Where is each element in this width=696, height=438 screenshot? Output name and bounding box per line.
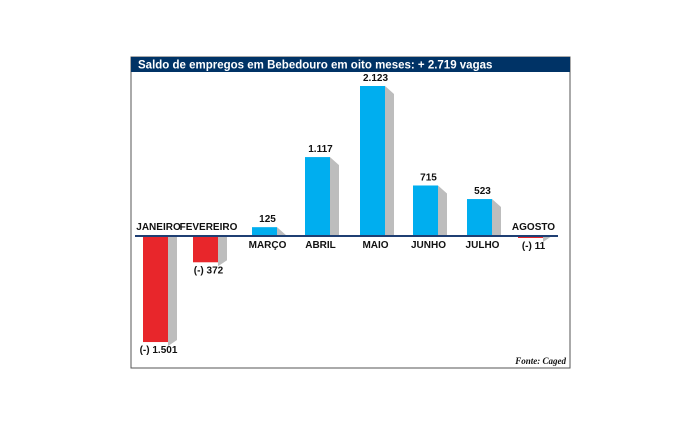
bar-shadow-janeiro <box>168 236 177 347</box>
bar-shadow-junho <box>438 185 447 236</box>
value-label-agosto: (-) 11 <box>522 241 546 252</box>
bar-shadow-julho <box>492 199 501 236</box>
value-label-janeiro: (-) 1.501 <box>140 345 178 356</box>
category-label-julho: JULHO <box>466 240 500 251</box>
value-label-março: 125 <box>259 214 276 225</box>
bars <box>143 86 552 347</box>
bar-julho <box>467 199 492 236</box>
bar-shadow-março <box>277 227 286 236</box>
chart-frame <box>130 56 571 369</box>
value-label-junho: 715 <box>420 172 437 183</box>
bar-shadow-abril <box>330 157 339 236</box>
bar-maio <box>360 86 385 236</box>
source-note: Fonte: Caged <box>514 356 566 366</box>
value-label-abril: 1.117 <box>308 144 333 155</box>
labels: (-) 1.501 JANEIRO (-) 372 FEVEREIRO 125 MARÇO… <box>136 73 555 356</box>
category-label-janeiro: JANEIRO <box>136 222 181 233</box>
bar-junho <box>413 185 438 236</box>
value-label-maio: 2.123 <box>363 73 388 84</box>
title-bar <box>131 57 570 72</box>
bar-janeiro <box>143 236 168 343</box>
value-label-fevereiro: (-) 372 <box>194 265 224 276</box>
bar-fevereiro <box>193 236 218 263</box>
bar-shadow-agosto <box>543 236 552 242</box>
value-label-julho: 523 <box>474 186 491 197</box>
category-label-abril: ABRIL <box>305 240 336 251</box>
category-label-agosto: AGOSTO <box>512 222 555 233</box>
category-label-maio: MAIO <box>362 240 388 251</box>
bar-shadow-fevereiro <box>218 236 227 267</box>
category-label-junho: JUNHO <box>411 240 446 251</box>
category-label-março: MARÇO <box>249 240 287 251</box>
bar-shadow-maio <box>385 86 394 236</box>
bar-abril <box>305 157 330 236</box>
chart-title: Saldo de empregos em Bebedouro em oito m… <box>138 60 492 72</box>
bar-março <box>252 227 277 236</box>
category-label-fevereiro: FEVEREIRO <box>180 222 238 233</box>
